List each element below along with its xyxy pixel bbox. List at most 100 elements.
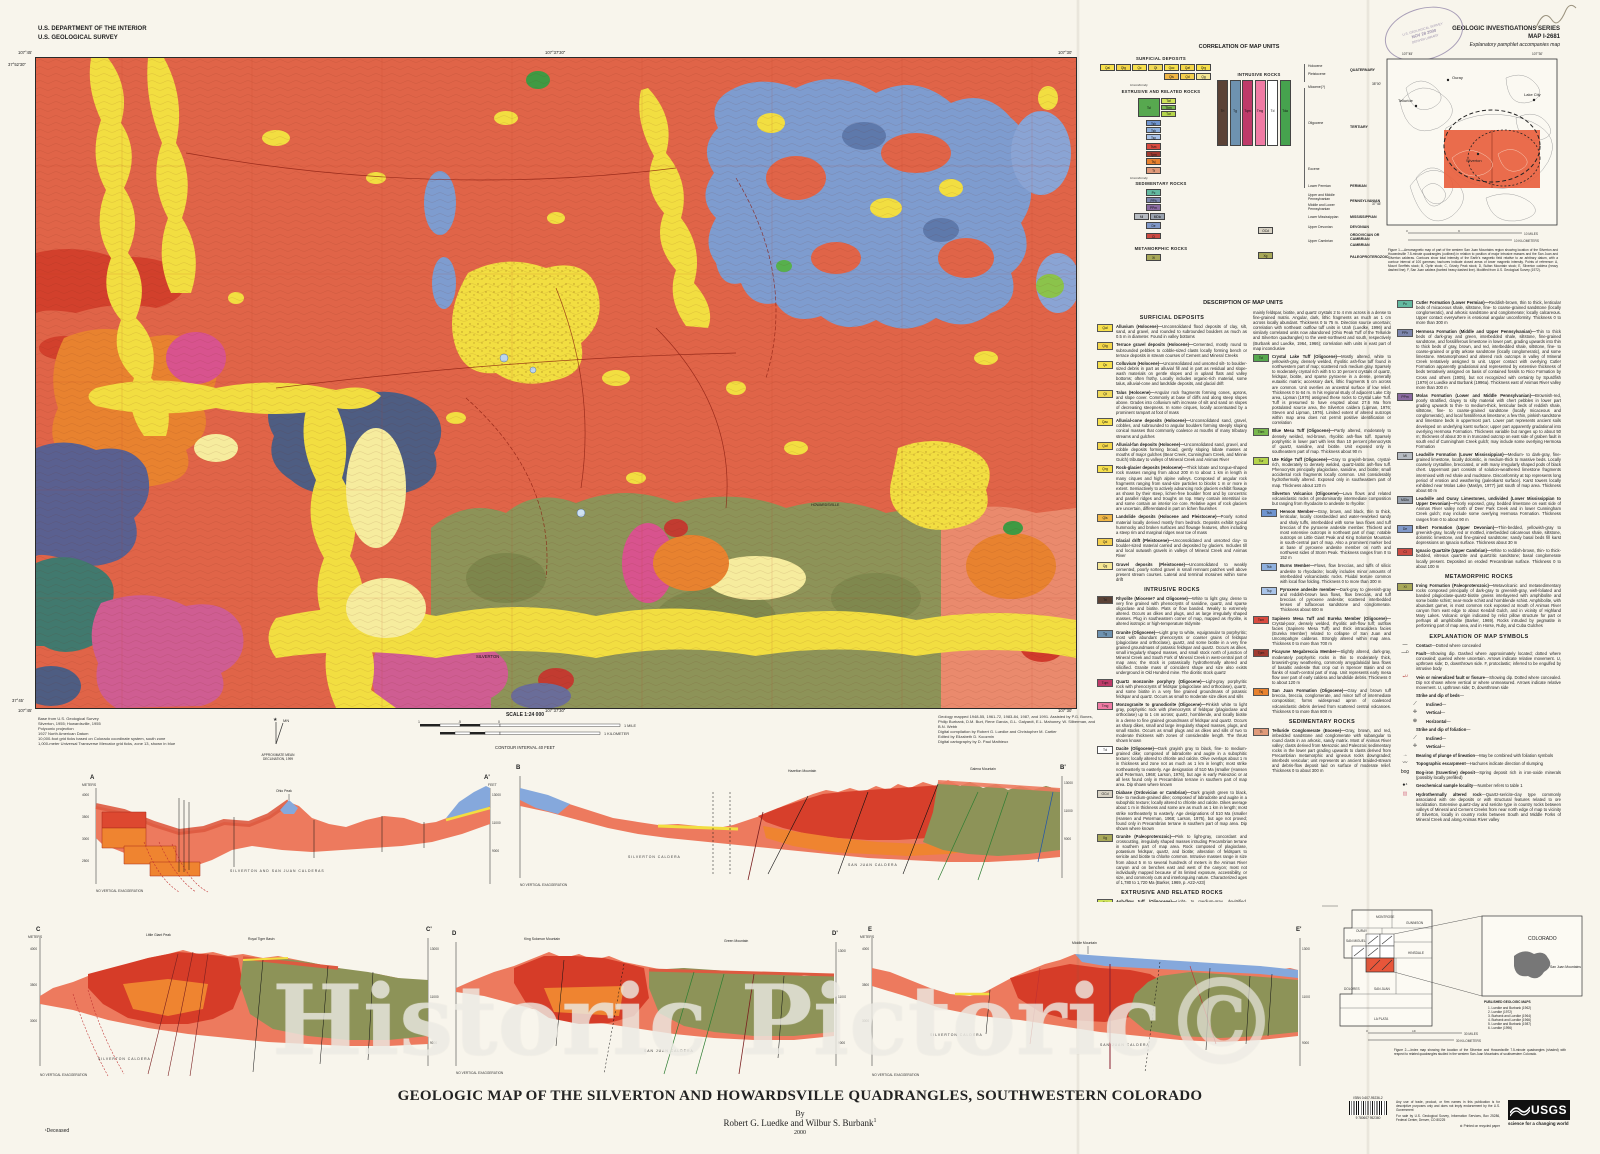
tick: 2500 <box>82 859 89 863</box>
unit-bar[interactable]: Tg <box>1229 80 1241 146</box>
unit-symbol-swatch[interactable]: Tqm <box>1097 678 1113 687</box>
unit-symbol-swatch[interactable]: Qls <box>1097 514 1113 523</box>
unit-bar[interactable]: Tda <box>1279 80 1291 146</box>
tick: 4000 <box>30 947 37 951</box>
unit-box[interactable]: Tsb <box>1146 127 1161 133</box>
unit-symbol-swatch[interactable]: Tg <box>1097 629 1113 638</box>
unit-symbol-swatch[interactable]: Qg <box>1097 561 1113 570</box>
unit-box[interactable]: Tsj <box>1146 158 1161 165</box>
unit-symbol-swatch[interactable]: Tsh <box>1261 509 1277 518</box>
unit-box[interactable]: Qal <box>1100 64 1115 71</box>
unit-symbol-swatch[interactable]: Tsp <box>1261 587 1277 595</box>
unit-box[interactable]: Tsh <box>1146 120 1161 126</box>
unit-text: Rhyolite (Miocene? and Oligocene)—White … <box>1116 595 1247 627</box>
unit-box[interactable]: Xg <box>1258 252 1273 259</box>
unit-box[interactable]: Qc <box>1132 64 1147 71</box>
section-letter: C' <box>426 927 432 933</box>
unit-symbol-swatch[interactable]: Tpm <box>1253 649 1269 658</box>
unit-symbol-swatch[interactable]: Tur <box>1253 457 1269 466</box>
unit-box[interactable]: Tbm <box>1161 104 1176 110</box>
unit-symbol-swatch[interactable]: Tt <box>1253 727 1269 736</box>
peak-label: Royal Tiger Basin <box>248 937 275 941</box>
unit-symbol-swatch[interactable]: Qtg <box>1097 342 1113 351</box>
unit-box-irving[interactable]: Xi <box>1146 254 1161 261</box>
unit-box[interactable]: Qls <box>1164 73 1179 80</box>
unit-symbol-swatch[interactable]: Xi <box>1397 582 1413 591</box>
base-credit-line: 10,000-foot grid ticks based on Colorado… <box>38 736 166 741</box>
map-unit-entry: Qrg Rock-glacier deposits (Holocene)—Thi… <box>1097 465 1247 511</box>
fig2-scale-num: 0 <box>1366 1030 1368 1033</box>
fig1-scale-km: 10 KILOMETERS <box>1514 239 1539 243</box>
tick: 3000 <box>30 1019 37 1023</box>
era-bracket <box>1304 88 1305 188</box>
unit-symbol-swatch[interactable]: Tmg <box>1097 702 1113 711</box>
unit-box[interactable]: Qt <box>1148 64 1163 71</box>
unit-symbol-swatch[interactable]: De <box>1397 524 1413 533</box>
unit-symbol-swatch[interactable]: Pc <box>1397 300 1413 308</box>
unit-box[interactable]: OCd <box>1258 227 1273 234</box>
metamorphic-units: Xi Irving Formation (Paleoproterozoic)—M… <box>1397 582 1561 629</box>
unit-box[interactable]: Taf <box>1161 98 1176 104</box>
unit-symbol-swatch[interactable]: Ci <box>1397 548 1413 557</box>
unit-symbol-swatch[interactable]: Xg <box>1097 834 1113 843</box>
unit-bar[interactable]: Td <box>1267 80 1278 146</box>
unit-box[interactable]: Qaf <box>1180 64 1195 71</box>
unit-box[interactable]: Tsm <box>1146 143 1161 150</box>
unit-bar[interactable]: Tmg <box>1254 80 1266 146</box>
unit-symbol-swatch[interactable]: PPm <box>1397 392 1413 401</box>
unit-box[interactable]: Tur <box>1161 111 1176 117</box>
unit-symbol-swatch[interactable]: Qc <box>1097 360 1113 369</box>
unit-box[interactable]: PPh <box>1146 196 1161 203</box>
unit-box[interactable]: Tsp <box>1146 134 1161 140</box>
scale-mile-label: 1 MILE <box>624 724 636 728</box>
unit-symbol-swatch[interactable]: Tri <box>1097 595 1113 604</box>
unit-symbol-swatch[interactable]: Tsm <box>1253 615 1269 624</box>
unit-box[interactable]: PPm <box>1146 204 1161 211</box>
unit-box[interactable]: Qg <box>1196 73 1211 80</box>
symbol-glyph: ⟋ <box>1413 700 1417 707</box>
unit-symbol-swatch[interactable]: Qaf <box>1097 441 1113 450</box>
unit-symbol-swatch[interactable]: Qt <box>1097 389 1113 398</box>
unit-bar[interactable]: Tri <box>1217 80 1228 146</box>
tick: 11000 <box>430 995 439 999</box>
unit-symbol-swatch[interactable]: Tsb <box>1261 563 1277 572</box>
unit-box[interactable]: Qtg <box>1116 64 1131 71</box>
unit-box[interactable]: Qd <box>1180 73 1195 80</box>
unit-symbol-swatch[interactable]: MDlo <box>1397 496 1413 505</box>
unit-symbol-swatch[interactable]: Tbm <box>1253 428 1269 437</box>
unit-symbol-swatch[interactable]: Taf <box>1097 899 1113 902</box>
unit-symbol-swatch[interactable]: Qac <box>1097 418 1113 427</box>
unit-box-telluride[interactable]: Tt <box>1146 167 1161 174</box>
unit-box[interactable]: MDlo <box>1150 213 1165 220</box>
map-unit-entry: Tri Rhyolite (Miocene? and Oligocene)—Wh… <box>1097 595 1247 627</box>
unit-symbol-swatch[interactable]: OCd <box>1097 790 1113 799</box>
unit-symbol-swatch[interactable]: Qal <box>1097 324 1113 332</box>
unit-box[interactable]: Tcl <box>1138 98 1160 117</box>
unit-symbol-swatch[interactable]: Ml <box>1397 452 1413 461</box>
unit-symbol-swatch[interactable]: Qd <box>1097 537 1113 546</box>
handwritten-mark <box>1535 4 1577 29</box>
unit-symbol-swatch[interactable]: Td <box>1097 746 1113 755</box>
fig1-coord-lb: 37°45' <box>1372 202 1381 206</box>
map-unit-entry: Qaf Alluvial-fan deposits (Holocene)—Unc… <box>1097 441 1247 462</box>
unit-symbol-swatch[interactable]: Qrg <box>1097 465 1113 474</box>
unit-bar[interactable]: Tqm <box>1242 80 1253 146</box>
axis-label: METERS <box>82 783 97 787</box>
unit-box[interactable]: Ci <box>1146 232 1161 239</box>
unit-box[interactable]: De <box>1146 222 1161 229</box>
unit-symbol-swatch[interactable]: Tsj <box>1253 688 1269 697</box>
unit-box[interactable]: Tpm <box>1146 150 1161 157</box>
tick: 4000 <box>82 793 89 797</box>
extrusive-red-stack: Tsm Tpm Tsj <box>1146 143 1161 165</box>
unit-box[interactable]: Ml <box>1134 213 1149 220</box>
unit-box[interactable]: Qac <box>1164 64 1179 71</box>
main-geologic-map[interactable]: SILVERTON HOWARDSVILLE <box>21 57 1080 709</box>
tick: 4000 <box>862 947 869 951</box>
unit-symbol-swatch[interactable]: PPh <box>1397 328 1413 337</box>
unit-box[interactable]: Pc <box>1146 189 1161 196</box>
symbols-list: — Contact—Dotted where concealed —ᴰ Faul… <box>1397 642 1561 823</box>
unit-box[interactable]: Qrg <box>1196 64 1211 71</box>
scale-num: 0 <box>498 720 500 724</box>
unit-symbol-swatch[interactable]: Tcl <box>1253 353 1269 362</box>
map-unit-entry: Tpm Picayune Megabreccia Member—Slightly… <box>1253 649 1391 685</box>
